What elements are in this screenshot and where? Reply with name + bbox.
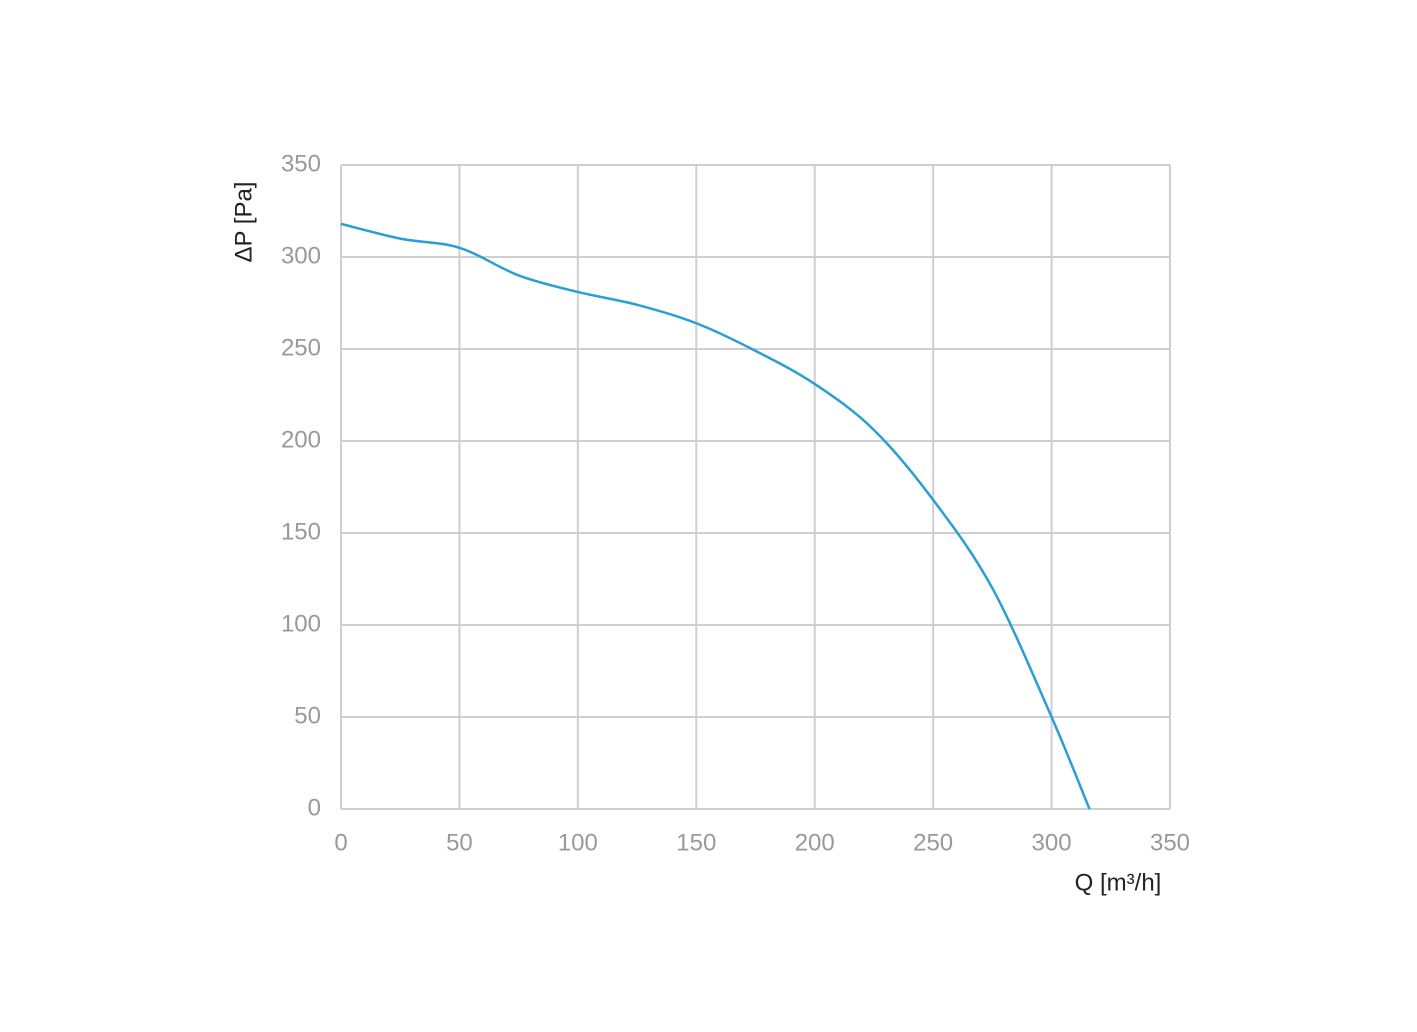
y-tick-label: 300 xyxy=(281,242,321,269)
y-tick-label: 200 xyxy=(281,426,321,453)
y-tick-label: 0 xyxy=(308,794,321,821)
y-tick-label: 150 xyxy=(281,518,321,545)
x-tick-label: 250 xyxy=(913,829,953,856)
x-tick-label: 50 xyxy=(446,829,473,856)
x-tick-label: 100 xyxy=(558,829,598,856)
x-tick-label: 200 xyxy=(795,829,835,856)
y-tick-label: 250 xyxy=(281,334,321,361)
x-tick-label: 0 xyxy=(334,829,347,856)
curve xyxy=(340,222,1091,810)
y-axis-title: ΔP [Pa] xyxy=(230,182,257,263)
y-tick-label: 350 xyxy=(281,150,321,177)
x-axis-title: Q [m³/h] xyxy=(1075,869,1162,896)
y-tick-label: 50 xyxy=(294,702,321,729)
x-tick-label: 300 xyxy=(1032,829,1072,856)
y-tick-label: 100 xyxy=(281,610,321,637)
x-tick-label: 150 xyxy=(676,829,716,856)
x-tick-label: 350 xyxy=(1150,829,1190,856)
